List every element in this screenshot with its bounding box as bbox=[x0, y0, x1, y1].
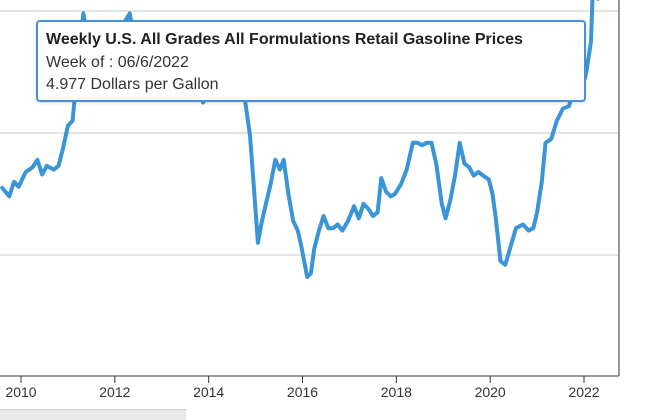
x-axis-ticks: 2010 2012 2014 2016 2018 2020 2022 bbox=[5, 376, 600, 400]
tooltip-title: Weekly U.S. All Grades All Formulations … bbox=[46, 31, 523, 48]
tooltip-week-value: 06/6/2022 bbox=[117, 54, 189, 71]
tooltip-week-prefix: Week of : bbox=[46, 54, 118, 71]
navigator-scrollbar[interactable] bbox=[0, 409, 186, 420]
x-tick-label-2020: 2020 bbox=[475, 384, 506, 400]
x-tick-label-2012: 2012 bbox=[99, 384, 130, 400]
chart-tooltip: Weekly U.S. All Grades All Formulations … bbox=[36, 20, 586, 102]
x-tick-label-2016: 2016 bbox=[287, 384, 318, 400]
x-tick-label-2022: 2022 bbox=[568, 384, 599, 400]
x-tick-label-2018: 2018 bbox=[381, 384, 412, 400]
tooltip-value: 4.977 Dollars per Gallon bbox=[46, 76, 219, 93]
tooltip-week: Week of : 06/6/2022 bbox=[46, 52, 576, 74]
y-gridlines bbox=[0, 10, 619, 256]
x-tick-label-2014: 2014 bbox=[193, 384, 224, 400]
x-tick-label-2010: 2010 bbox=[5, 384, 36, 400]
